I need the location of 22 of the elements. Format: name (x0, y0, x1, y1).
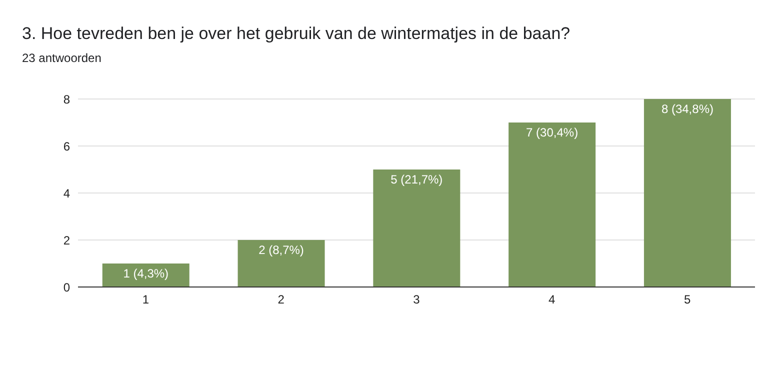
chart-subtitle: 23 antwoorden (22, 51, 102, 65)
y-tick-label: 4 (63, 186, 70, 200)
data-label: 1 (4,3%) (123, 266, 169, 280)
data-label: 5 (21,7%) (390, 172, 443, 186)
y-tick-label: 6 (63, 139, 70, 154)
bar (644, 99, 731, 287)
data-label: 7 (30,4%) (526, 126, 578, 140)
x-tick-label: 2 (278, 292, 285, 307)
bar (508, 122, 596, 287)
y-tick-label: 8 (63, 92, 70, 106)
x-tick-label: 1 (142, 292, 150, 307)
y-tick-label: 0 (63, 280, 70, 294)
y-tick-label: 2 (63, 233, 70, 248)
bar (102, 264, 190, 287)
chart-title: 3. Hoe tevreden ben je over het gebruik van de wintermatjes in de baan? (22, 24, 570, 44)
x-tick-label: 4 (548, 292, 556, 307)
x-tick-label: 5 (684, 292, 691, 307)
bar (238, 240, 325, 287)
data-label: 8 (34,8%) (661, 102, 714, 116)
x-tick-label: 3 (413, 292, 420, 307)
data-label: 2 (8,7%) (258, 243, 304, 257)
bar (373, 170, 460, 287)
